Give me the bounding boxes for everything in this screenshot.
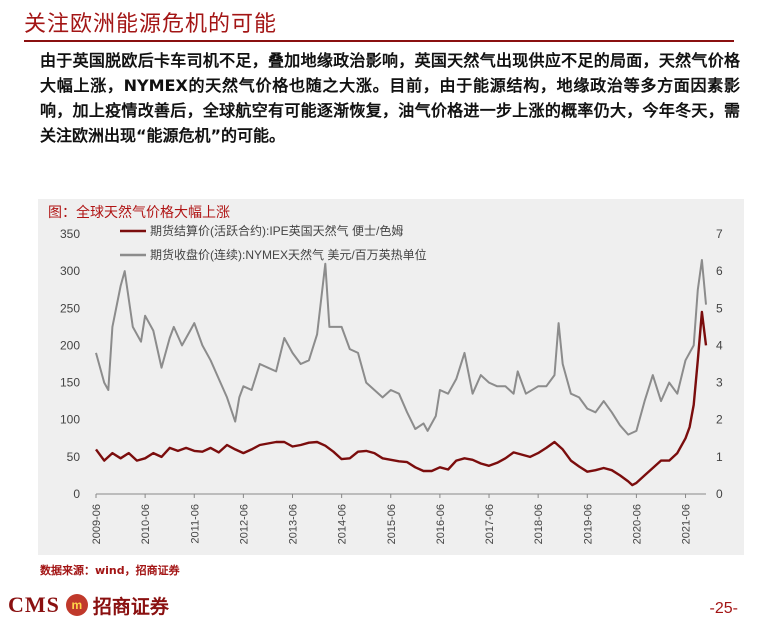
data-source-note: 数据来源：wind，招商证券 xyxy=(40,564,180,577)
logo-company-name: 招商证券 xyxy=(92,595,169,618)
logo-mark-icon: m xyxy=(65,594,88,616)
chart-panel xyxy=(38,199,744,555)
title-divider xyxy=(24,40,734,42)
cms-logo: CMS m 招商证券 xyxy=(8,592,169,618)
page-title: 关注欧洲能源危机的可能 xyxy=(24,12,278,37)
page-number: -25- xyxy=(709,600,738,617)
logo-text: CMS xyxy=(8,592,60,617)
body-paragraph: 由于英国脱欧后卡车司机不足，叠加地缘政治影响，英国天然气出现供应不足的局面，天然… xyxy=(40,51,740,145)
chart-caption: 图：全球天然气价格大幅上涨 xyxy=(48,205,230,221)
